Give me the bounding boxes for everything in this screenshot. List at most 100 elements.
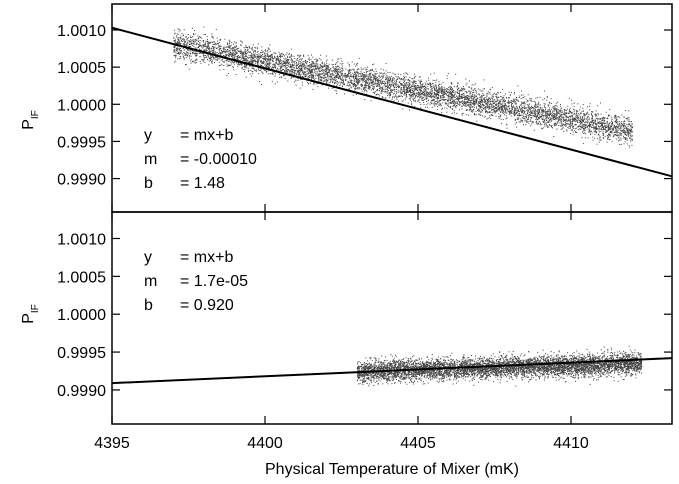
scatter-point <box>378 87 380 89</box>
scatter-point <box>382 80 384 82</box>
scatter-point <box>217 56 218 58</box>
scatter-point <box>484 99 486 101</box>
scatter-point <box>359 73 361 75</box>
scatter-point <box>251 48 253 50</box>
scatter-point <box>226 65 228 67</box>
scatter-point <box>472 110 474 112</box>
scatter-point <box>325 70 327 72</box>
scatter-point <box>575 115 577 117</box>
scatter-point <box>442 96 444 98</box>
scatter-point <box>222 51 224 52</box>
scatter-point <box>246 60 248 62</box>
scatter-point <box>494 92 496 94</box>
scatter-point <box>391 82 393 84</box>
scatter-point <box>473 100 475 102</box>
scatter-point <box>174 48 176 50</box>
scatter-point <box>272 55 273 57</box>
scatter-point <box>291 69 293 71</box>
scatter-point <box>509 101 511 103</box>
scatter-point <box>488 104 490 106</box>
scatter-point <box>622 129 623 131</box>
scatter-point <box>316 74 318 76</box>
scatter-point <box>608 129 610 131</box>
scatter-point <box>559 117 561 119</box>
scatter-point <box>538 104 540 106</box>
scatter-point <box>457 104 459 106</box>
scatter-point <box>411 89 413 91</box>
scatter-point <box>295 72 297 74</box>
scatter-point <box>250 60 252 62</box>
scatter-point <box>561 128 563 130</box>
scatter-point <box>504 107 506 109</box>
scatter-point <box>439 104 441 105</box>
scatter-point <box>498 113 500 115</box>
scatter-point <box>478 108 479 110</box>
scatter-point <box>477 102 479 104</box>
scatter-point <box>503 99 505 101</box>
scatter-point <box>314 79 316 81</box>
scatter-point <box>283 69 284 70</box>
scatter-point <box>314 66 316 68</box>
scatter-point <box>468 96 470 97</box>
scatter-point <box>227 73 229 74</box>
scatter-point <box>468 97 470 99</box>
scatter-point <box>427 92 429 94</box>
scatter-point <box>473 94 475 96</box>
scatter-point <box>631 138 633 140</box>
scatter-point <box>353 68 355 70</box>
scatter-point <box>501 105 503 107</box>
scatter-point <box>335 71 337 72</box>
scatter-point <box>464 102 466 104</box>
scatter-point <box>271 67 273 69</box>
scatter-point <box>314 69 316 71</box>
scatter-point <box>609 122 610 124</box>
scatter-point <box>625 130 627 132</box>
scatter-point <box>341 79 343 81</box>
scatter-point <box>238 51 240 52</box>
scatter-point <box>287 61 289 63</box>
scatter-point <box>555 104 557 106</box>
scatter-point <box>274 57 276 59</box>
scatter-point <box>518 117 520 119</box>
scatter-point <box>309 65 311 67</box>
scatter-point <box>548 120 550 122</box>
scatter-point <box>252 71 254 73</box>
scatter-point <box>402 89 404 91</box>
scatter-point <box>477 103 479 105</box>
scatter-point <box>602 137 604 138</box>
scatter-point <box>504 103 506 105</box>
scatter-point <box>253 52 254 54</box>
scatter-point <box>408 84 410 86</box>
scatter-point <box>422 94 424 95</box>
scatter-point <box>421 99 423 101</box>
scatter-point <box>582 118 584 120</box>
scatter-point <box>431 87 433 89</box>
scatter-point <box>227 42 229 44</box>
scatter-point <box>284 77 286 79</box>
scatter-point <box>358 58 360 59</box>
scatter-point <box>488 99 490 101</box>
scatter-point <box>460 101 462 103</box>
scatter-point <box>250 57 252 59</box>
scatter-point <box>204 43 205 45</box>
scatter-point <box>350 69 352 71</box>
scatter-point <box>597 119 599 121</box>
scatter-point <box>459 101 461 103</box>
scatter-point <box>511 107 513 109</box>
scatter-point <box>295 65 297 67</box>
scatter-point <box>512 108 513 110</box>
scatter-point <box>555 102 557 104</box>
scatter-point <box>608 134 610 136</box>
scatter-point <box>519 107 521 109</box>
scatter-point <box>630 129 631 131</box>
scatter-point <box>344 93 346 95</box>
scatter-point <box>535 113 537 115</box>
scatter-point <box>266 65 268 66</box>
scatter-point <box>392 96 394 98</box>
scatter-point <box>192 42 194 44</box>
scatter-point <box>306 63 307 65</box>
scatter-point <box>317 74 319 76</box>
scatter-point <box>598 141 600 143</box>
scatter-point <box>436 100 437 102</box>
scatter-point <box>483 105 485 106</box>
